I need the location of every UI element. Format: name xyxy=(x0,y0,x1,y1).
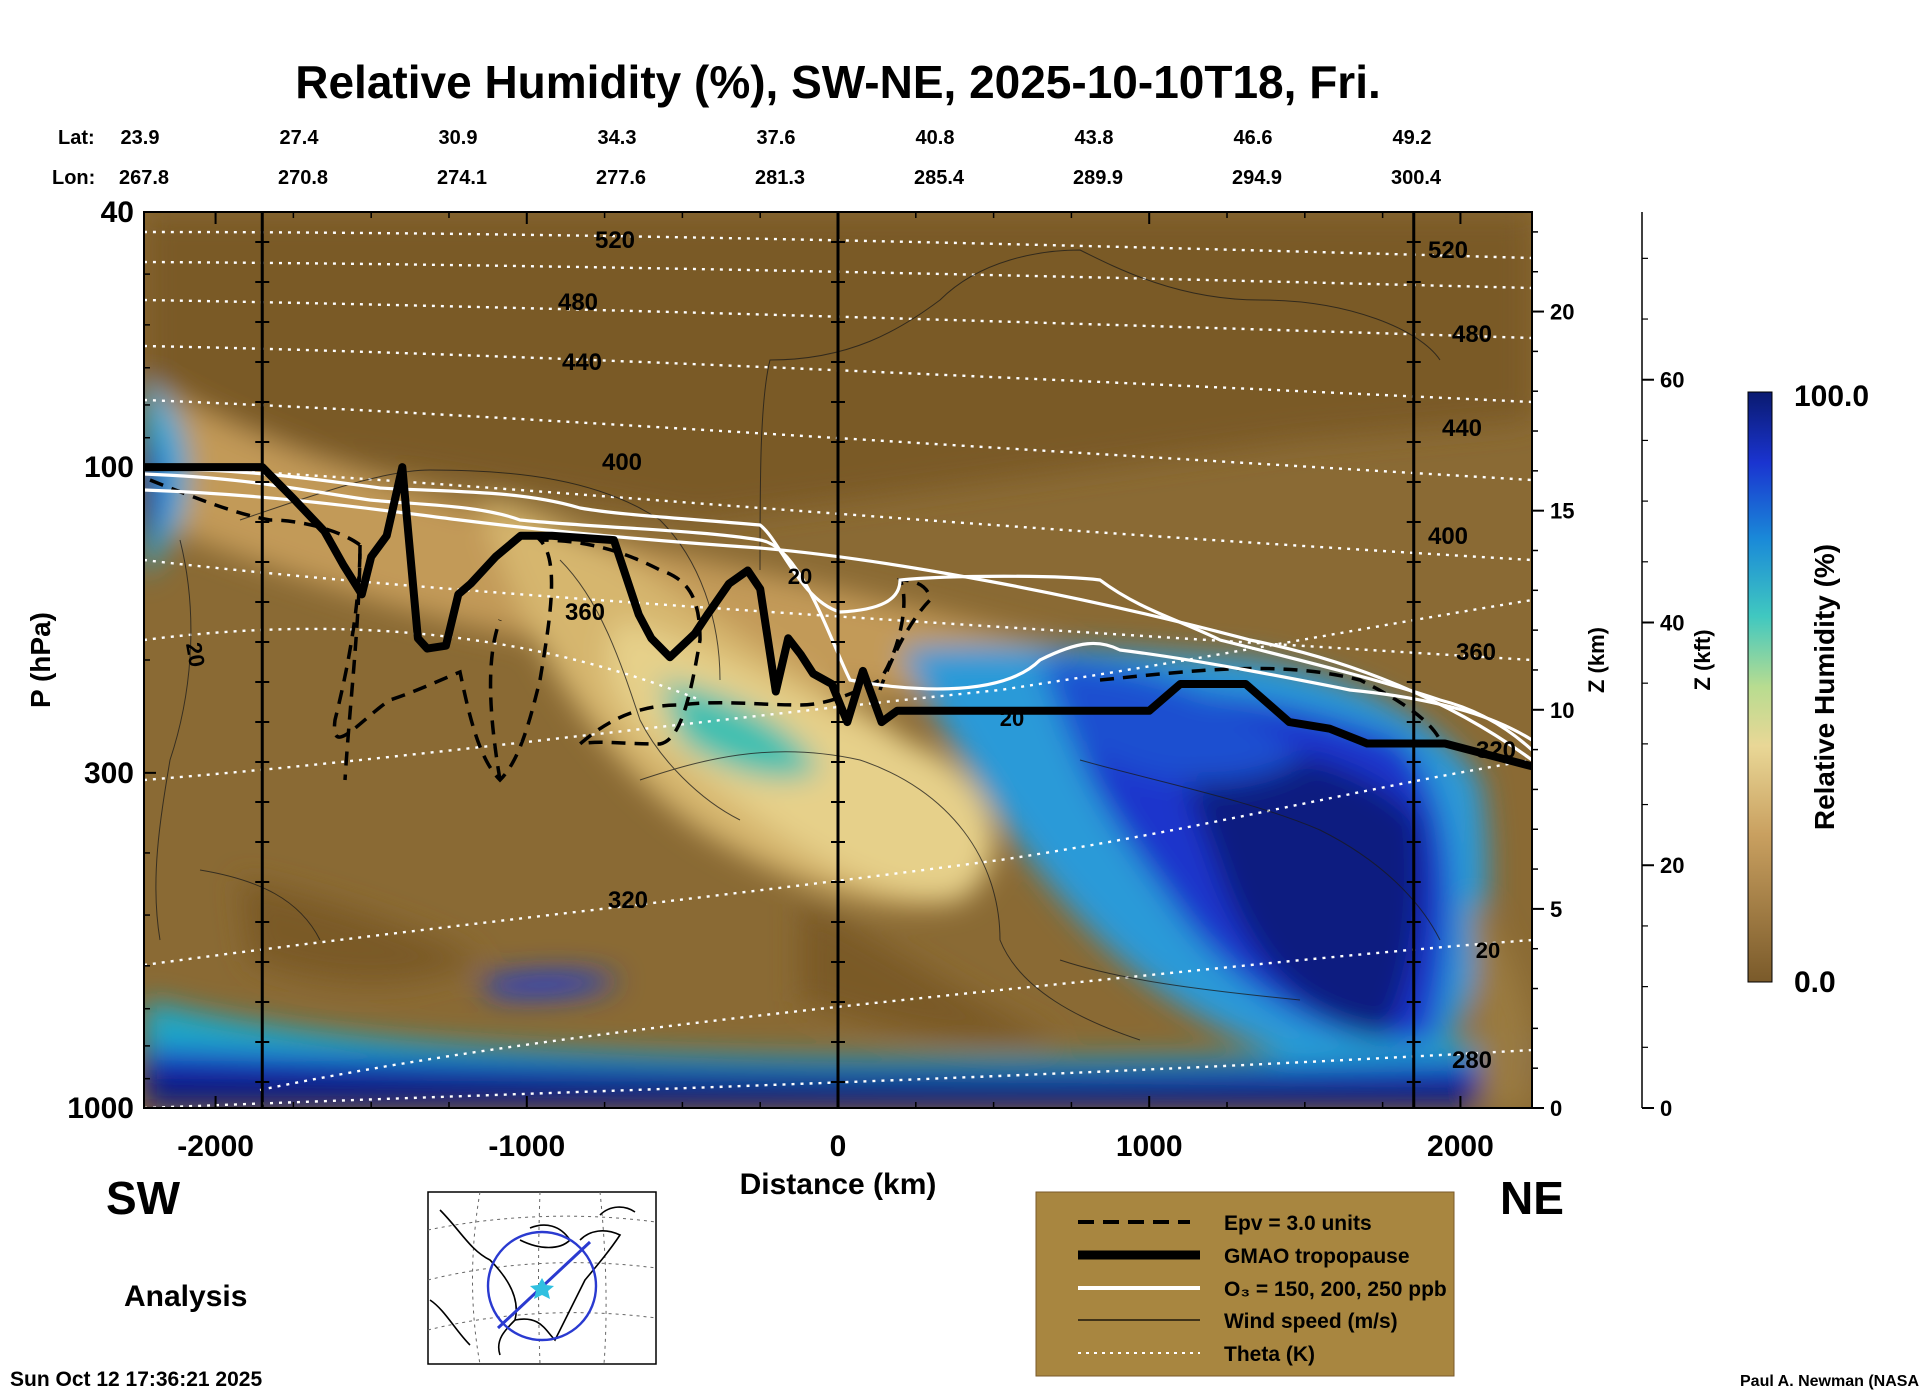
theta-label: 520 xyxy=(1428,237,1468,264)
z-kft-axis: 0 20 40 60 xyxy=(1641,212,1684,1121)
pressure-axis: 40 100 300 1000 xyxy=(67,196,156,1125)
timestamp: Sun Oct 12 17:36:21 2025 xyxy=(10,1368,262,1391)
z-tick-label: 20 xyxy=(1550,300,1574,325)
lon-value: 267.8 xyxy=(119,167,169,189)
x-tick-label: 2000 xyxy=(1427,1130,1494,1163)
colorbar-min: 0.0 xyxy=(1794,966,1836,999)
lat-value: 34.3 xyxy=(598,127,637,149)
theta-label: 280 xyxy=(1452,1047,1492,1074)
legend-entry-wind: Wind speed (m/s) xyxy=(1224,1310,1398,1333)
wind-speed-labels: 20 20 20 20 xyxy=(181,564,1500,963)
theta-label: 480 xyxy=(1452,321,1492,348)
z-tick-label: 0 xyxy=(1550,1096,1562,1121)
z-km-axis-title: Z (km) xyxy=(1584,627,1609,693)
x-tick-label: 0 xyxy=(830,1130,847,1163)
lat-value: 37.6 xyxy=(757,127,796,149)
theta-label: 440 xyxy=(562,349,602,376)
analysis-label: Analysis xyxy=(124,1280,247,1313)
y-axis-title: P (hPa) xyxy=(25,612,56,708)
x-axis: -2000 -1000 0 1000 2000 xyxy=(177,212,1494,1163)
legend-entry-ozone: O₃ = 150, 200, 250 ppb xyxy=(1224,1278,1447,1301)
z-tick-label: 5 xyxy=(1550,897,1562,922)
legend-entry-epv: Epv = 3.0 units xyxy=(1224,1212,1372,1235)
lat-values: 23.9 27.4 30.9 34.3 37.6 40.8 43.8 46.6 49.2 xyxy=(121,127,1432,149)
lon-value: 274.1 xyxy=(437,167,487,189)
lat-value: 46.6 xyxy=(1234,127,1273,149)
lat-value: 27.4 xyxy=(280,127,320,149)
lat-value: 23.9 xyxy=(121,127,160,149)
legend: Epv = 3.0 units GMAO tropopause O₃ = 150… xyxy=(1035,1191,1455,1377)
colorbar-title: Relative Humidity (%) xyxy=(1809,544,1840,830)
p-tick-label: 300 xyxy=(84,757,134,790)
legend-entry-theta: Theta (K) xyxy=(1224,1343,1315,1366)
z-kft-axis-title: Z (kft) xyxy=(1690,629,1715,690)
lon-value: 289.9 xyxy=(1073,167,1123,189)
colorbar-max: 100.0 xyxy=(1794,380,1869,413)
theta-contours xyxy=(144,230,1532,1108)
kft-tick-label: 40 xyxy=(1660,610,1684,635)
sw-label: SW xyxy=(106,1172,181,1224)
lon-value: 300.4 xyxy=(1391,167,1442,189)
tropopause-line xyxy=(144,463,1532,771)
ne-label: NE xyxy=(1500,1172,1564,1224)
lat-value: 30.9 xyxy=(439,127,478,149)
theta-label: 320 xyxy=(1476,737,1516,764)
colorbar xyxy=(1747,391,1773,983)
lat-value: 49.2 xyxy=(1393,127,1432,149)
theta-label: 520 xyxy=(595,227,635,254)
lon-value: 277.6 xyxy=(596,167,646,189)
x-tick-label: -1000 xyxy=(488,1130,565,1163)
humidity-field: 520 480 440 400 360 320 280 520 480 440 … xyxy=(144,212,1532,1108)
lat-value: 43.8 xyxy=(1075,127,1114,149)
z-tick-label: 10 xyxy=(1550,698,1574,723)
inset-map xyxy=(427,1191,657,1365)
wind-label: 20 xyxy=(181,640,210,668)
p-tick-label: 100 xyxy=(84,451,134,484)
theta-label: 360 xyxy=(565,599,605,626)
lon-value: 281.3 xyxy=(755,167,805,189)
p-tick-label: 40 xyxy=(101,196,134,229)
x-axis-title: Distance (km) xyxy=(740,1168,937,1201)
lat-value: 40.8 xyxy=(916,127,955,149)
wind-speed-contours xyxy=(155,249,1441,1041)
kft-tick-label: 60 xyxy=(1660,368,1684,393)
legend-entry-tropopause: GMAO tropopause xyxy=(1224,1245,1410,1268)
wind-label: 20 xyxy=(788,564,812,589)
lon-value: 270.8 xyxy=(278,167,328,189)
theta-label: 480 xyxy=(558,289,598,316)
kft-tick-label: 0 xyxy=(1660,1096,1672,1121)
lon-value: 285.4 xyxy=(914,167,965,189)
theta-label: 320 xyxy=(608,887,648,914)
lon-label: Lon: xyxy=(52,167,95,189)
z-km-axis: 0 5 10 15 20 xyxy=(1532,231,1574,1121)
theta-label: 360 xyxy=(1456,639,1496,666)
x-tick-label: -2000 xyxy=(177,1130,254,1163)
z-tick-label: 15 xyxy=(1550,499,1574,524)
credit: Paul A. Newman (NASA xyxy=(1740,1373,1919,1390)
chart-title: Relative Humidity (%), SW-NE, 2025-10-10… xyxy=(295,56,1381,108)
kft-tick-label: 20 xyxy=(1660,853,1684,878)
p-tick-label: 1000 xyxy=(67,1092,134,1125)
wind-label: 20 xyxy=(1000,706,1024,731)
x-tick-label: 1000 xyxy=(1116,1130,1183,1163)
lat-label: Lat: xyxy=(58,127,95,149)
vertical-reference-lines xyxy=(255,212,1421,1108)
wind-label: 20 xyxy=(1476,938,1500,963)
theta-label: 400 xyxy=(602,449,642,476)
lon-values: 267.8 270.8 274.1 277.6 281.3 285.4 289.9 294.9… xyxy=(119,167,1442,189)
lon-value: 294.9 xyxy=(1232,167,1282,189)
theta-labels: 520 480 440 400 360 320 280 520 480 440 … xyxy=(558,227,1516,1074)
theta-label: 440 xyxy=(1442,415,1482,442)
theta-label: 400 xyxy=(1428,523,1468,550)
